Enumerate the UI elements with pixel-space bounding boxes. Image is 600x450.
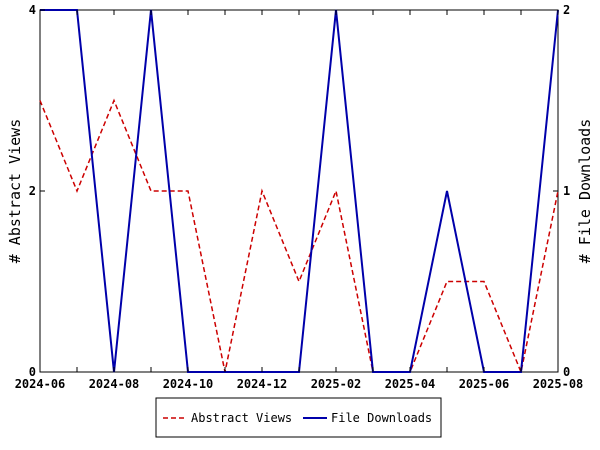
x-tick-label: 2024-06 [15, 377, 66, 391]
y-tick-label-right: 0 [563, 365, 570, 379]
plot-area [39, 9, 559, 373]
y-tick-label-left: 0 [29, 365, 36, 379]
y-tick-label-right: 1 [563, 184, 570, 198]
y-axis-title-left: # Abstract Views [6, 119, 24, 264]
plot-frame [39, 9, 559, 373]
legend-box [155, 397, 442, 438]
y-axis-title-right: # File Downloads [576, 119, 594, 264]
x-tick-label: 2024-10 [163, 377, 214, 391]
y-tick-label-left: 2 [29, 184, 36, 198]
x-tick-label: 2025-04 [385, 377, 436, 391]
x-tick-label: 2024-08 [89, 377, 140, 391]
x-tick-label: 2024-12 [237, 377, 288, 391]
legend-label-file-downloads: File Downloads [331, 411, 432, 425]
legend: Abstract Views File Downloads [155, 397, 442, 438]
x-tick-label: 2025-02 [311, 377, 362, 391]
y-tick-label-right: 2 [563, 3, 570, 17]
x-tick-label: 2025-06 [459, 377, 510, 391]
legend-label-abstract-views: Abstract Views [191, 411, 292, 425]
series-line-abstract-views [39, 98, 559, 375]
y-tick-label-left: 4 [29, 3, 36, 17]
x-tick-label: 2025-08 [533, 377, 584, 391]
axis-layer: 2024-06 2024-08 2024-10 2024-12 2025-02 2025-… [15, 3, 584, 391]
